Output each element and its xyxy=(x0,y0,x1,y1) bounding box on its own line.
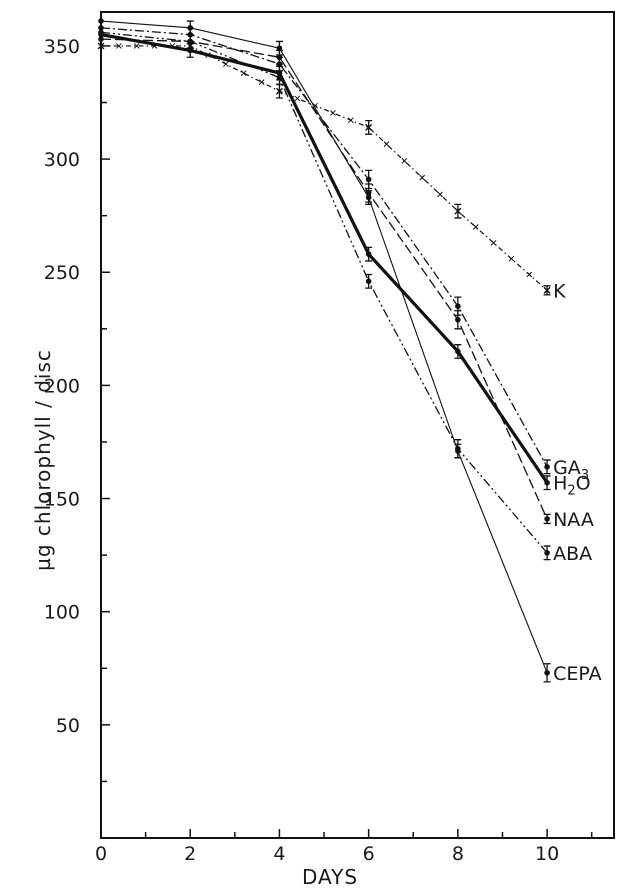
data-point xyxy=(365,251,372,257)
series-cepa xyxy=(98,18,551,683)
series-minor-marker xyxy=(437,191,443,198)
data-point xyxy=(187,25,194,31)
series-label-cepa: CEPA xyxy=(553,663,602,685)
series-minor-marker xyxy=(133,43,140,49)
axes xyxy=(100,11,615,839)
series-minor-marker xyxy=(419,174,426,181)
series-minor-marker xyxy=(330,110,336,116)
x-tick-label: 8 xyxy=(452,843,464,865)
x-axis-title: DAYS xyxy=(302,865,358,889)
x-tick-label: 10 xyxy=(535,843,559,865)
series-minor-marker xyxy=(490,239,497,246)
series-minor-marker xyxy=(401,158,408,164)
series-minor-marker xyxy=(383,141,390,148)
data-point xyxy=(543,286,551,294)
y-tick-label: 150 xyxy=(44,489,80,511)
series-minor-marker xyxy=(294,95,301,102)
y-tick-label: 350 xyxy=(44,36,80,58)
series-k xyxy=(97,40,551,296)
x-tick-label: 0 xyxy=(95,843,107,865)
series-group xyxy=(97,18,551,683)
data-point xyxy=(455,448,461,454)
y-axis-ticks: 50 100 150 200 250 300 350 xyxy=(44,36,110,783)
data-point xyxy=(275,87,283,95)
series-minor-marker xyxy=(508,255,515,262)
data-point xyxy=(98,36,104,42)
data-point xyxy=(455,303,461,309)
data-point xyxy=(276,74,283,81)
series-label-naa: NAA xyxy=(553,509,594,531)
y-tick-label: 200 xyxy=(44,375,80,397)
series-minor-marker xyxy=(240,70,247,76)
data-point xyxy=(365,194,372,201)
series-ga3 xyxy=(98,25,551,475)
series-naa xyxy=(98,33,551,525)
series-label-aba: ABA xyxy=(553,543,592,565)
data-point xyxy=(187,47,194,54)
data-point xyxy=(98,25,104,31)
x-tick-label: 2 xyxy=(184,843,196,865)
series-line xyxy=(100,31,548,554)
y-tick-label: 250 xyxy=(44,262,80,284)
series-line xyxy=(101,45,548,291)
data-point xyxy=(544,670,550,676)
data-point xyxy=(455,348,461,355)
series-line xyxy=(100,33,549,484)
series-minor-marker xyxy=(347,117,354,124)
data-point xyxy=(365,176,372,183)
series-label-h2o: H2O xyxy=(553,473,591,499)
x-tick-label: 4 xyxy=(273,843,285,865)
data-point xyxy=(544,464,550,470)
series-minor-marker xyxy=(223,61,229,67)
series-minor-marker xyxy=(258,79,265,86)
data-point xyxy=(544,479,550,486)
data-point xyxy=(454,207,462,215)
x-axis-ticks: 0 2 4 6 8 10 xyxy=(95,829,593,865)
data-point xyxy=(544,516,550,522)
y-tick-label: 100 xyxy=(44,602,80,624)
series-minor-marker xyxy=(526,271,533,278)
data-point xyxy=(276,45,283,52)
series-label-k: K xyxy=(553,280,566,302)
y-tick-label: 300 xyxy=(44,149,80,171)
data-point xyxy=(98,18,104,24)
data-point xyxy=(97,42,105,50)
data-point xyxy=(98,29,104,36)
series-h2o xyxy=(98,31,551,491)
data-point xyxy=(276,54,283,61)
data-point xyxy=(187,38,194,45)
series-line xyxy=(100,27,548,468)
x-tick-label: 6 xyxy=(363,843,375,865)
series-line xyxy=(100,20,548,674)
series-minor-marker xyxy=(472,224,479,230)
plot-frame xyxy=(100,11,615,839)
series-label-ga3: GA3 xyxy=(553,457,589,483)
data-point xyxy=(365,123,373,131)
y-tick-label: 50 xyxy=(56,715,80,737)
y-axis-title: µg chlorophyll / disc xyxy=(31,349,55,571)
data-point xyxy=(544,550,550,556)
series-minor-marker xyxy=(115,43,122,49)
series-line xyxy=(100,38,548,520)
data-point xyxy=(365,278,372,285)
data-point xyxy=(455,316,461,323)
